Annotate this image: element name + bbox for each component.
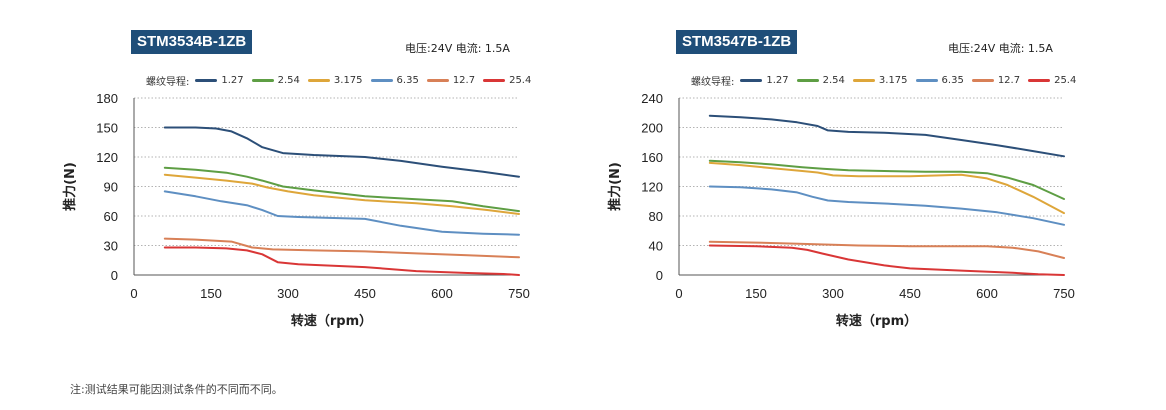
series-line-2-54 [163,166,520,213]
y-tick-label: 160 [641,150,663,165]
legend-item: 2.54 [251,75,300,86]
chart-panel-left: STM3534B-1ZB 电压:24V 电流: 1.5A 螺纹导程: 1.27 2… [0,0,560,350]
footnote: 注:测试结果可能因测试条件的不同而不同。 [70,383,283,396]
legend-swatch [796,79,819,82]
legend-item: 6.35 [915,75,964,86]
y-axis-label: 推力(N) [62,162,78,211]
series-line-12-7 [163,237,520,259]
legend-title: 螺纹导程: [146,77,190,88]
y-tick-label: 200 [641,121,663,136]
y-axis-label: 推力(N) [607,162,623,211]
legend-label: 6.35 [396,75,419,86]
x-axis-label: 转速（rpm） [836,313,917,329]
legend-swatch [307,79,330,82]
series-line-12-7 [708,240,1065,259]
chart-svg: 0 30 60 90 120 150 180 0 150 300 450 600 750 转速（rpm） 推… [62,91,530,329]
y-tick-label: 30 [104,239,118,254]
chart-title: STM3547B-1ZB [676,30,798,54]
legend-swatch [740,79,763,82]
legend-label: 25.4 [509,75,532,86]
x-tick-label: 450 [899,286,921,301]
series-line-3-175 [163,173,520,215]
legend-swatch [971,79,994,82]
series-line-25-4 [708,244,1065,276]
series-line-6-35 [708,185,1065,226]
legend-label: 2.54 [277,75,300,86]
legend-label: 3.175 [878,75,908,86]
y-tick-label: 90 [104,180,118,195]
chart-panel-right: STM3547B-1ZB 电压:24V 电流: 1.5A 螺纹导程: 1.27 2… [545,0,1105,350]
series-line-3-175 [708,161,1065,215]
series-line-6-35 [163,190,520,236]
legend-item: 3.175 [852,75,908,86]
legend-label: 25.4 [1054,75,1077,86]
legend-item: 12.7 [971,75,1021,86]
y-tick-label: 40 [649,239,663,254]
x-tick-label: 600 [976,286,998,301]
x-tick-label: 600 [431,286,453,301]
legend-label: 12.7 [452,75,476,86]
legend-swatch [483,79,506,82]
y-tick-label: 0 [111,268,118,283]
legend: 螺纹导程: 1.27 2.54 3.175 6.35 12.7 25.4 [691,73,1084,88]
x-tick-label: 0 [675,286,682,301]
y-tick-label: 180 [96,91,118,106]
legend-swatch [370,79,393,82]
legend-label: 6.35 [941,75,964,86]
legend-item: 2.54 [796,75,845,86]
legend-swatch [426,79,449,82]
legend-swatch [251,79,274,82]
x-tick-label: 150 [200,286,222,301]
y-tick-label: 80 [649,209,663,224]
legend-label: 1.27 [221,75,244,86]
y-tick-label: 120 [96,150,118,165]
legend-label: 12.7 [997,75,1021,86]
legend-swatch [1028,79,1051,82]
chart-svg: 0 40 80 120 160 200 240 0 150 300 450 600 750 转速（rpm）… [607,91,1075,329]
series-line-2-54 [708,159,1065,200]
legend-swatch [915,79,938,82]
legend-label: 1.27 [766,75,789,86]
legend-item: 12.7 [426,75,476,86]
y-tick-label: 0 [656,268,663,283]
series-line-25-4 [163,246,520,276]
legend-item: 1.27 [740,75,789,86]
legend-item: 3.175 [307,75,363,86]
y-tick-label: 120 [641,180,663,195]
x-tick-label: 450 [354,286,376,301]
x-tick-label: 300 [822,286,844,301]
y-tick-label: 150 [96,121,118,136]
y-tick-label: 60 [104,209,118,224]
spec-text: 电压:24V 电流: 1.5A [948,42,1053,55]
x-tick-label: 750 [1053,286,1075,301]
legend-swatch [195,79,218,82]
y-tick-label: 240 [641,91,663,106]
series-line-1-27 [708,114,1065,158]
legend-label: 2.54 [822,75,845,86]
legend-title: 螺纹导程: [691,77,735,88]
x-tick-label: 0 [130,286,137,301]
legend: 螺纹导程: 1.27 2.54 3.175 6.35 12.7 25.4 [146,73,539,88]
x-axis-label: 转速（rpm） [291,313,372,329]
legend-item: 6.35 [370,75,419,86]
legend-item: 25.4 [1028,75,1076,86]
series-line-1-27 [163,126,520,178]
x-tick-label: 150 [745,286,767,301]
spec-text: 电压:24V 电流: 1.5A [405,42,510,55]
legend-item: 25.4 [483,75,531,86]
legend-item: 1.27 [195,75,244,86]
x-tick-label: 750 [508,286,530,301]
legend-label: 3.175 [333,75,363,86]
chart-title: STM3534B-1ZB [131,30,253,54]
legend-swatch [852,79,875,82]
x-tick-label: 300 [277,286,299,301]
